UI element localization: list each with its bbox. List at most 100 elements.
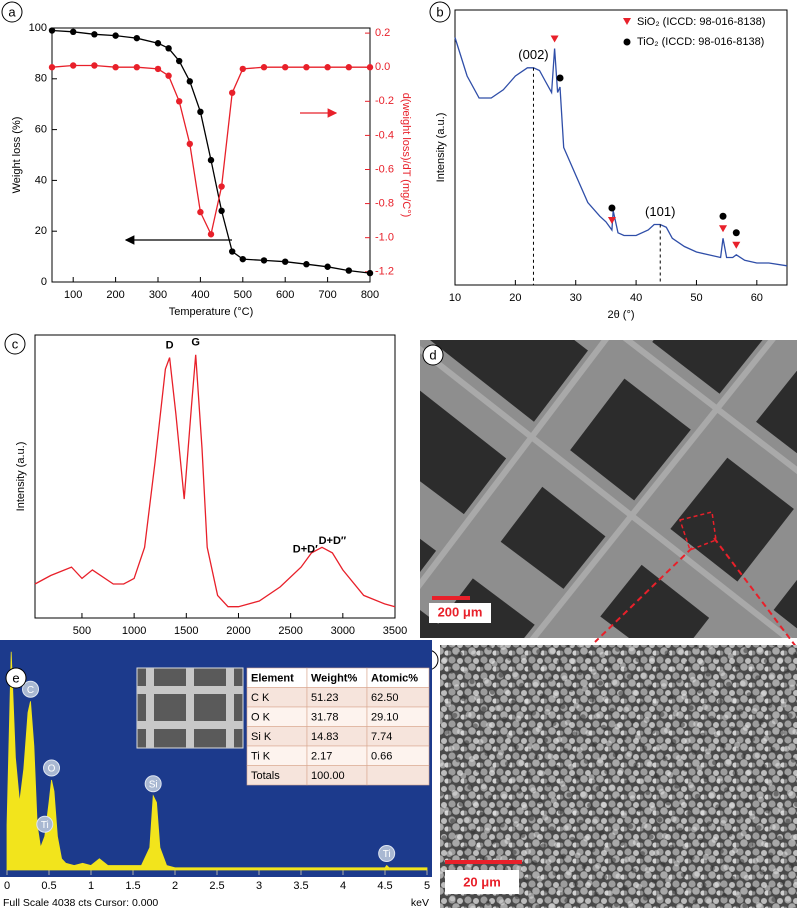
chart-panel: 0 0.5 1 1.5 2 2.5 3 3.5 4 4.5 5 C Ti O Si Ti Full Scale … [0,640,432,909]
inset-beam [186,668,194,748]
x-tick-label: 4.5 [377,880,392,892]
data-point [260,257,268,264]
data-point [207,231,215,238]
data-point [165,45,172,52]
x-tick-label: 5 [424,880,430,892]
data-point [282,64,289,71]
y-axis-title: Intensity (a.u.) [15,442,27,512]
table-value: C K [251,692,270,704]
panel-letter: e [12,670,19,685]
y2-tick-label: -1.2 [375,266,394,278]
data-point [176,57,183,65]
x-tick-label: 2 [172,880,178,892]
y-tick-label: 40 [35,174,47,186]
data-point [345,64,352,71]
peak-label-badge [43,759,61,777]
table-value: 7.74 [371,731,392,743]
x-axis-title: 2θ (°) [607,309,634,321]
footer: Full Scale 4038 cts Cursor: 0.000 [3,897,158,909]
data-line [34,354,396,608]
data-point [366,269,374,277]
chart-panel: 500100015002000250030003500Raman shift (… [4,333,407,654]
data-point [48,27,56,34]
x-tick-label: 800 [361,289,379,301]
table-value: 100.00 [311,770,345,782]
zoom-line [713,537,798,649]
y2-tick-label: -0.4 [375,129,394,141]
panel-letter: c [12,336,19,351]
table-value: Ti K [251,751,271,763]
x-tick-label: 1 [88,880,94,892]
zoom-line [594,547,693,643]
table-header: Element [251,673,294,685]
x-tick-label: 0 [4,880,10,892]
peak-marker [607,217,616,224]
x-tick-label: 1500 [174,625,198,637]
annotation: (101) [645,204,675,219]
table-value: 2.17 [311,751,332,763]
data-point [260,64,268,71]
spectrum-area [6,651,428,871]
x-tick-label: 3500 [383,625,407,637]
data-point [197,208,204,216]
data-point [366,64,374,71]
y2-tick-label: 0.0 [375,61,390,73]
data-point [239,65,246,73]
x-tick-label: 300 [149,289,167,301]
panel-letter-badge [429,1,451,23]
scale-bar-label: 200 μm [438,604,483,619]
data-point [70,62,77,69]
inset-beam [226,668,234,748]
sem-image [440,645,797,908]
x-tick-label: 50 [690,292,702,304]
table-value: 62.50 [371,692,399,704]
x-tick-label: 0.5 [41,880,56,892]
y2-tick-label: 0.2 [375,27,390,39]
x-tick-label: 2500 [278,625,302,637]
data-point [229,248,236,255]
data-point [207,156,215,164]
x-tick-label: 3000 [331,625,355,637]
x-axis-title: Temperature (°C) [169,306,253,318]
panel-letter: d [429,347,436,362]
data-point [324,64,331,71]
table-value: 31.78 [311,712,339,724]
x-tick-label: 1000 [122,625,146,637]
legend-label: TiO₂ (ICCD: 98-016-8138) [637,36,764,48]
x-tick-label: 600 [276,289,294,301]
data-point [229,89,236,96]
x-tick-label: 40 [630,292,642,304]
legend-marker [623,18,631,25]
data-point [154,65,162,73]
peak-label-badge [36,815,54,833]
data-point [91,31,98,38]
annotation: D+D″ [319,535,347,547]
data-point [133,34,140,42]
x-tick-label: 2000 [226,625,250,637]
data-point [176,98,183,105]
x-tick-label: 20 [509,292,521,304]
data-point [218,207,225,215]
data-point [239,255,246,263]
y-tick-label: 80 [35,73,47,85]
data-line [51,29,371,274]
data-point [303,261,310,268]
x-unit: keV [411,897,429,909]
panel-letter-badge [4,333,26,355]
x-tick-label: 400 [191,289,209,301]
annotation: D [166,340,174,352]
x-tick-label: 4 [340,880,346,892]
peak-marker [608,204,616,212]
peak-label-badge [378,845,396,862]
table-cell [366,765,430,786]
y2-tick-label: -0.6 [375,163,394,175]
data-point [186,78,193,85]
data-point [165,72,172,79]
y-axis-title: Intensity (a.u.) [435,113,447,183]
x-tick-label: 100 [64,289,82,301]
table-header: Weight% [311,673,357,685]
panel-letter-badge [5,667,27,689]
data-point [70,28,77,36]
data-point [186,140,193,148]
